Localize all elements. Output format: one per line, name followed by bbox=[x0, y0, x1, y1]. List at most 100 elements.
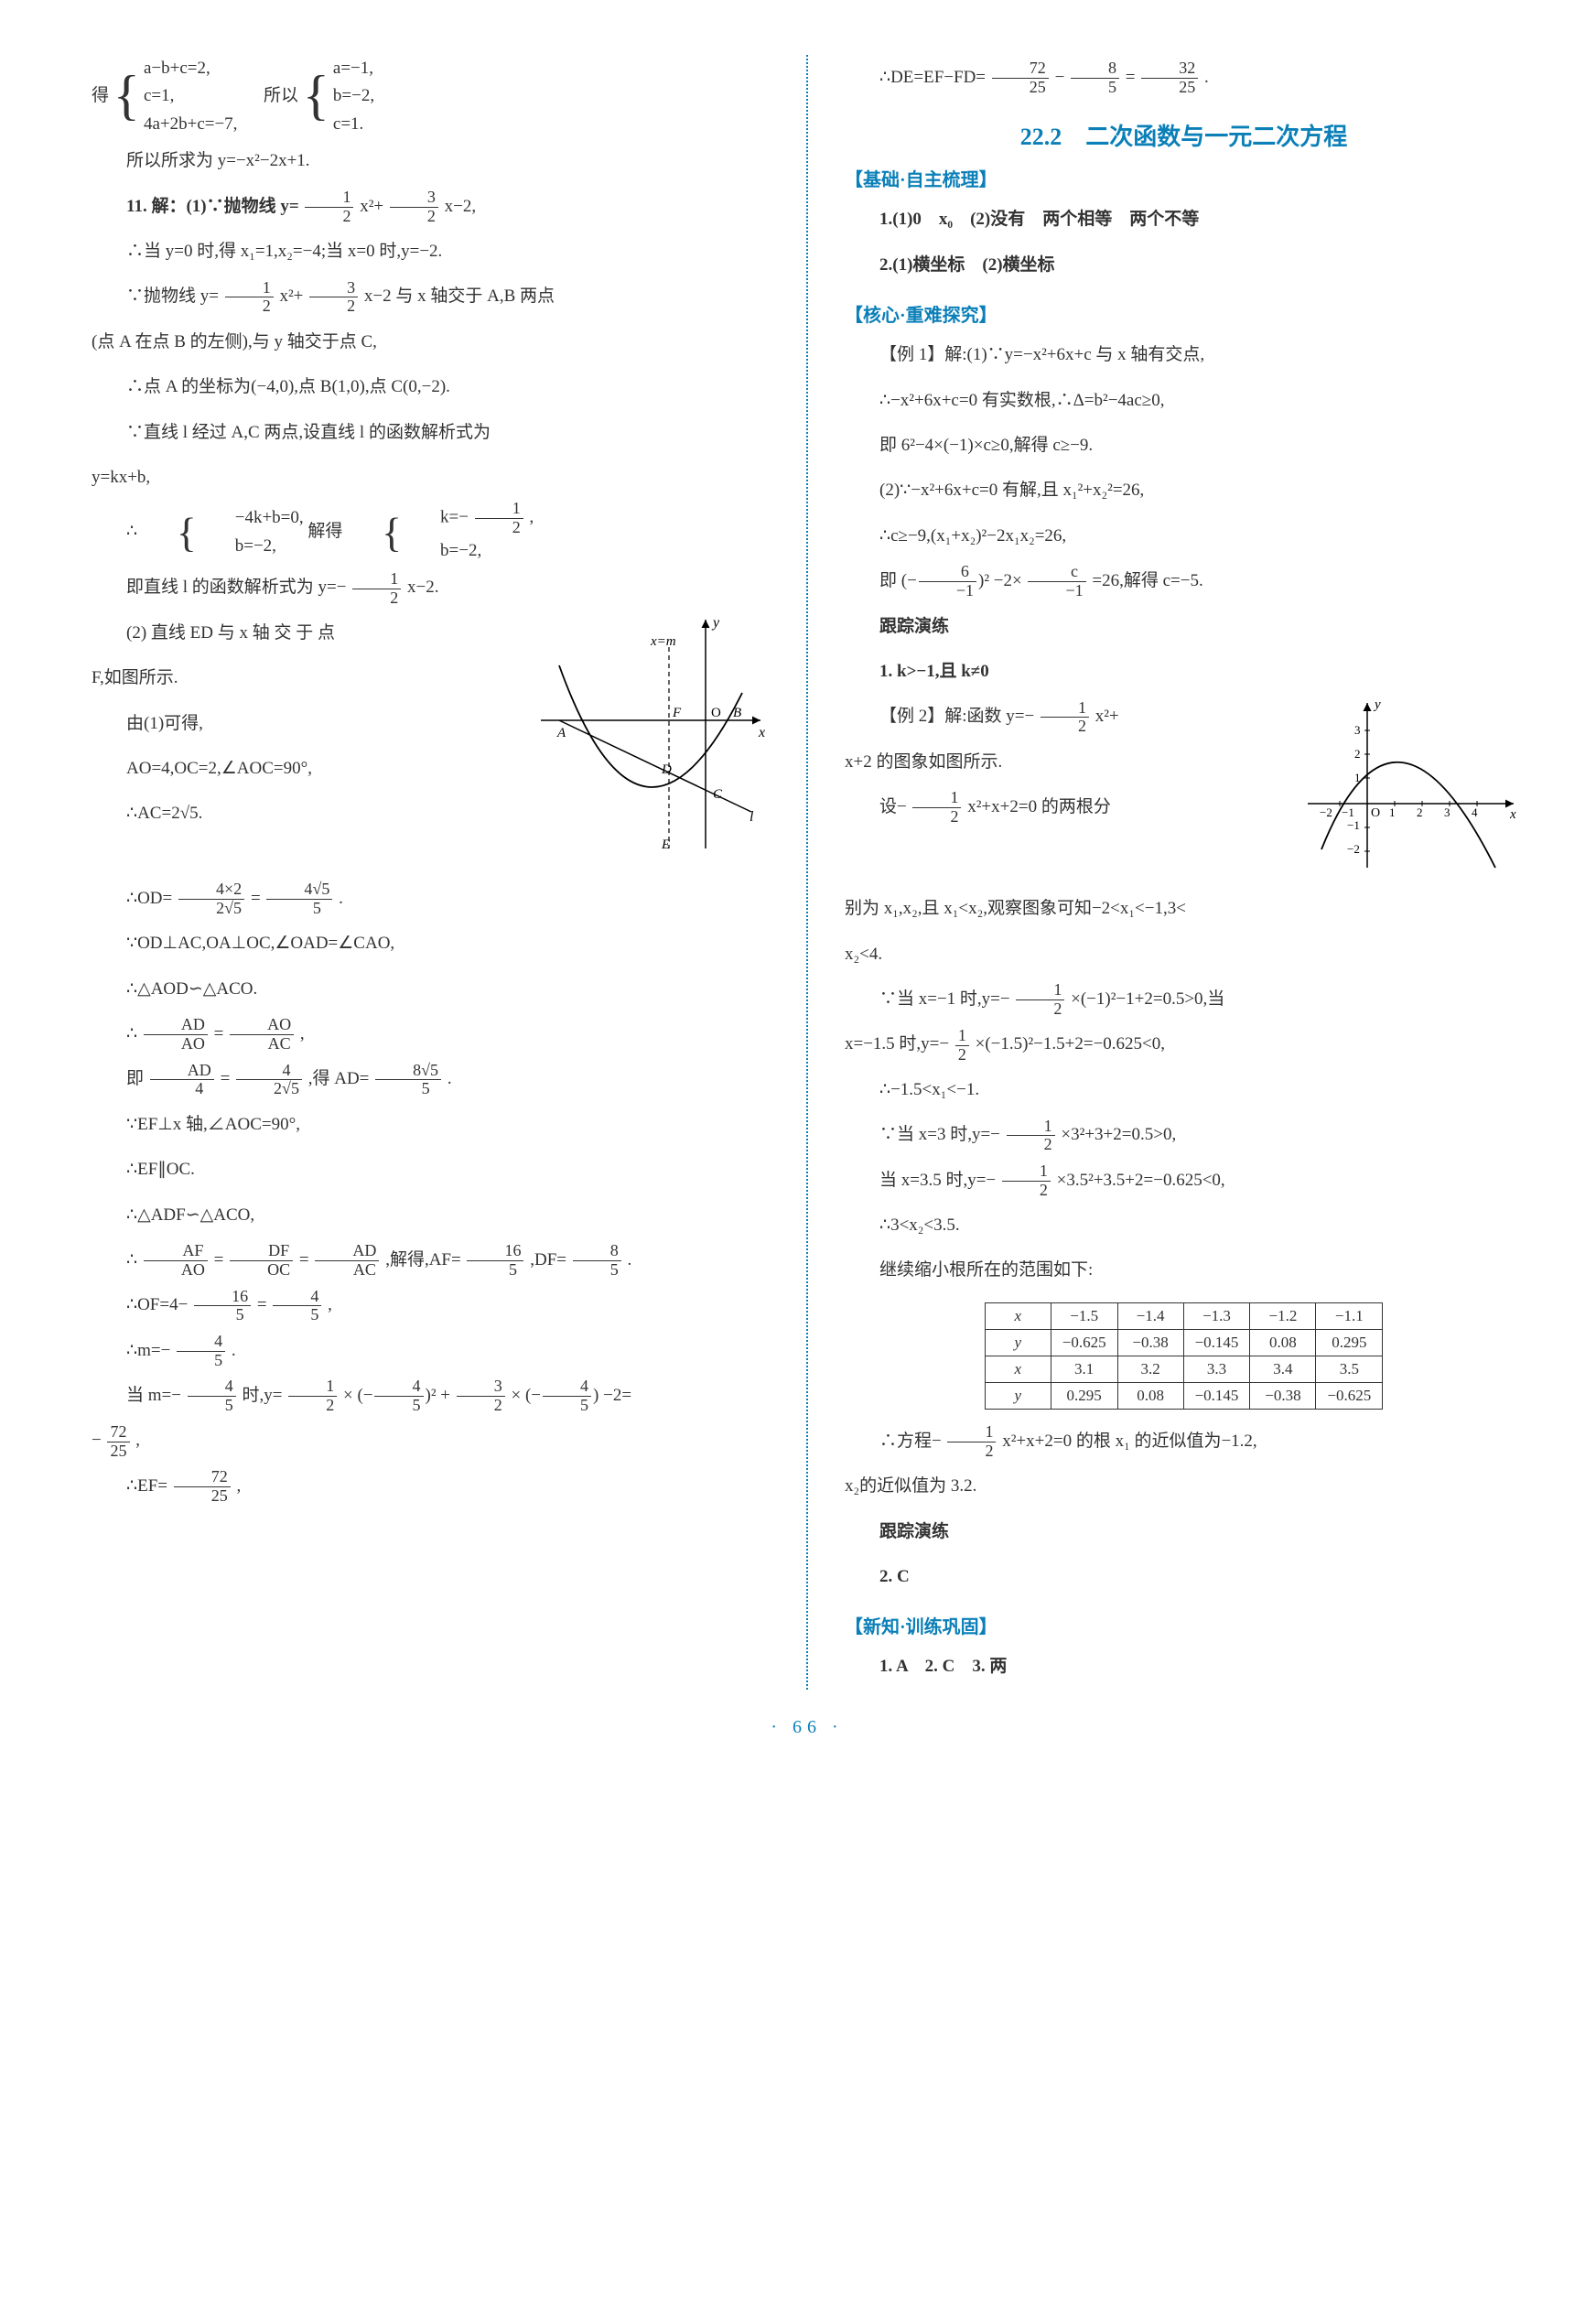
table-cell: −0.145 bbox=[1183, 1382, 1250, 1409]
svg-text:x: x bbox=[1509, 807, 1516, 822]
body-line: 1.(1)0 x₀ (2)没有 两个相等 两个不等 bbox=[845, 197, 1523, 242]
table-cell: −1.4 bbox=[1117, 1302, 1183, 1329]
body-line: ∴−x²+6x+c=0 有实数根,∴Δ=b²−4ac≥0, bbox=[845, 378, 1523, 423]
figure-2: x y O −2 −1 1 2 3 4 1 2 3 −1 −2 bbox=[1303, 694, 1523, 877]
body-line: 11. 解：(1)∵抛物线 y= 12 x²+ 32 x−2, bbox=[92, 184, 770, 229]
section-head: 【基础·自主梳理】 bbox=[845, 165, 1523, 191]
eq-line: b=−2, bbox=[333, 82, 374, 110]
eq-line: c=1. bbox=[333, 111, 374, 138]
body-line: y=kx+b, bbox=[92, 455, 770, 500]
body-line: ∴点 A 的坐标为(−4,0),点 B(1,0),点 C(0,−2). bbox=[92, 364, 770, 409]
eq-line: k=− 12 , bbox=[405, 500, 534, 537]
svg-text:C: C bbox=[713, 787, 723, 802]
svg-text:−1: −1 bbox=[1342, 805, 1354, 819]
svg-text:l: l bbox=[749, 809, 754, 825]
eq-line: 4a+2b+c=−7, bbox=[144, 111, 237, 138]
eq-line: a−b+c=2, bbox=[144, 55, 237, 82]
svg-text:−2: −2 bbox=[1320, 805, 1332, 819]
body-line: ∵EF⊥x 轴,∠AOC=90°, bbox=[92, 1102, 770, 1147]
body-line: (点 A 在点 B 的左侧),与 y 轴交于点 C, bbox=[92, 319, 770, 364]
body-line: x₂<4. bbox=[845, 932, 1523, 977]
svg-text:y: y bbox=[711, 615, 720, 631]
body-line: 即 AD4 = 42√5 ,得 AD= 8√55 . bbox=[92, 1056, 770, 1101]
parabola-diagram-2: x y O −2 −1 1 2 3 4 1 2 3 −1 −2 bbox=[1303, 694, 1523, 877]
text: x−2 与 x 轴交于 A,B 两点 bbox=[364, 286, 555, 306]
svg-text:O: O bbox=[711, 706, 721, 720]
svg-text:2: 2 bbox=[1417, 805, 1423, 819]
body-line: ∴ ADAO = AOAC , bbox=[92, 1011, 770, 1056]
svg-text:3: 3 bbox=[1354, 723, 1361, 737]
body-line: ∴当 y=0 时,得 x₁=1,x₂=−4;当 x=0 时,y=−2. bbox=[92, 229, 770, 274]
body-line: ∴EF∥OC. bbox=[92, 1147, 770, 1192]
table-cell: 3.2 bbox=[1117, 1356, 1183, 1382]
body-line: ∴−1.5<x₁<−1. bbox=[845, 1067, 1523, 1112]
svg-text:−2: −2 bbox=[1347, 842, 1360, 856]
body-line: ∴EF= 7225 , bbox=[92, 1464, 770, 1508]
text: 得 bbox=[92, 86, 109, 105]
body-line: ∴方程− 12 x²+x+2=0 的根 x₁ 的近似值为−1.2, bbox=[845, 1419, 1523, 1464]
table-cell: y bbox=[985, 1329, 1051, 1356]
body-line: 当 x=3.5 时,y=− 12 ×3.5²+3.5+2=−0.625<0, bbox=[845, 1158, 1523, 1203]
body-line: ∴ AFAO = DFOC = ADAC ,解得,AF= 165 ,DF= 85… bbox=[92, 1237, 770, 1282]
table-cell: x bbox=[985, 1302, 1051, 1329]
right-column: ∴DE=EF−FD= 7225 − 85 = 3225 . 22.2 二次函数与… bbox=[845, 55, 1523, 1690]
svg-text:A: A bbox=[556, 726, 566, 740]
body-line: 1. k>−1,且 k≠0 bbox=[845, 649, 1523, 694]
table-cell: −0.625 bbox=[1051, 1329, 1117, 1356]
svg-text:O: O bbox=[1371, 806, 1380, 820]
text: 即直线 l 的函数解析式为 y=− bbox=[126, 578, 346, 597]
svg-text:y: y bbox=[1373, 697, 1381, 712]
body-line: ∵抛物线 y= 12 x²+ 32 x−2 与 x 轴交于 A,B 两点 bbox=[92, 274, 770, 319]
eq-system-2: ∴ { −4k+b=0, b=−2, 解得 { k=− 12 , b=−2, bbox=[92, 500, 770, 565]
sub-head: 跟踪演练 bbox=[845, 1509, 1523, 1554]
body-line: ∵当 x=3 时,y=− 12 ×3²+3+2=0.5>0, bbox=[845, 1112, 1523, 1157]
svg-text:E: E bbox=[661, 837, 670, 852]
svg-text:D: D bbox=[661, 762, 672, 777]
text: x²+ bbox=[279, 286, 303, 306]
body-line: ∴△AOD∽△ACO. bbox=[92, 967, 770, 1011]
body-line: ∵OD⊥AC,OA⊥OC,∠OAD=∠CAO, bbox=[92, 921, 770, 966]
text: ∵抛物线 y= bbox=[126, 286, 219, 306]
page: 得 { a−b+c=2, c=1, 4a+2b+c=−7, 所以 { a=−1,… bbox=[92, 55, 1523, 1690]
table-cell: −0.625 bbox=[1316, 1382, 1383, 1409]
table-cell: 0.295 bbox=[1316, 1329, 1383, 1356]
svg-text:x=m: x=m bbox=[650, 634, 676, 649]
body-line: ∴c≥−9,(x₁+x₂)²−2x₁x₂=26, bbox=[845, 513, 1523, 558]
body-line: ∴m=− 45 . bbox=[92, 1328, 770, 1373]
text: ∴ bbox=[126, 522, 137, 541]
section-title: 22.2 二次函数与一元二次方程 bbox=[845, 118, 1523, 152]
body-line: ∴OF=4− 165 = 45 , bbox=[92, 1282, 770, 1327]
svg-text:F: F bbox=[672, 706, 682, 720]
body-line: 2. C bbox=[845, 1554, 1523, 1599]
body-line: 即 6²−4×(−1)×c≥0,解得 c≥−9. bbox=[845, 423, 1523, 468]
parabola-diagram: x y O l x=m A B C D E F bbox=[532, 610, 770, 867]
section-head: 【核心·重难探究】 bbox=[845, 300, 1523, 327]
body-line: x=−1.5 时,y=− 12 ×(−1.5)²−1.5+2=−0.625<0, bbox=[845, 1021, 1523, 1066]
svg-text:−1: −1 bbox=[1347, 818, 1360, 832]
table-cell: −1.1 bbox=[1316, 1302, 1383, 1329]
brace-left: { a−b+c=2, c=1, 4a+2b+c=−7, bbox=[113, 55, 238, 138]
body-line: 别为 x₁,x₂,且 x₁<x₂,观察图象可知−2<x₁<−1,3< bbox=[845, 886, 1523, 931]
left-column: 得 { a−b+c=2, c=1, 4a+2b+c=−7, 所以 { a=−1,… bbox=[92, 55, 770, 1690]
table-cell: 0.08 bbox=[1250, 1329, 1316, 1356]
table-cell: 0.08 bbox=[1117, 1382, 1183, 1409]
column-divider bbox=[806, 55, 808, 1690]
body-line: 1. A 2. C 3. 两 bbox=[845, 1644, 1523, 1689]
svg-text:B: B bbox=[733, 706, 741, 720]
table-cell: 3.4 bbox=[1250, 1356, 1316, 1382]
table-cell: 3.5 bbox=[1316, 1356, 1383, 1382]
body-line: 所以所求为 y=−x²−2x+1. bbox=[92, 138, 770, 183]
eq-line: b=−2, bbox=[200, 533, 304, 560]
text: 解得 bbox=[307, 522, 342, 541]
sub-head: 跟踪演练 bbox=[845, 604, 1523, 649]
body-line: x₂的近似值为 3.2. bbox=[845, 1464, 1523, 1508]
body-line: ∵当 x=−1 时,y=− 12 ×(−1)²−1+2=0.5>0,当 bbox=[845, 977, 1523, 1021]
table-cell: −0.38 bbox=[1250, 1382, 1316, 1409]
eq-line: −4k+b=0, bbox=[200, 504, 304, 532]
figure-1: x y O l x=m A B C D E F bbox=[532, 610, 770, 867]
body-line: 即直线 l 的函数解析式为 y=− 12 x−2. bbox=[92, 565, 770, 610]
brace: { k=− 12 , b=−2, bbox=[347, 500, 534, 565]
body-line: − 7225 , bbox=[92, 1418, 770, 1463]
body-line: 【例 1】解:(1)∵y=−x²+6x+c 与 x 轴有交点, bbox=[845, 332, 1523, 377]
eq-line: a=−1, bbox=[333, 55, 374, 82]
